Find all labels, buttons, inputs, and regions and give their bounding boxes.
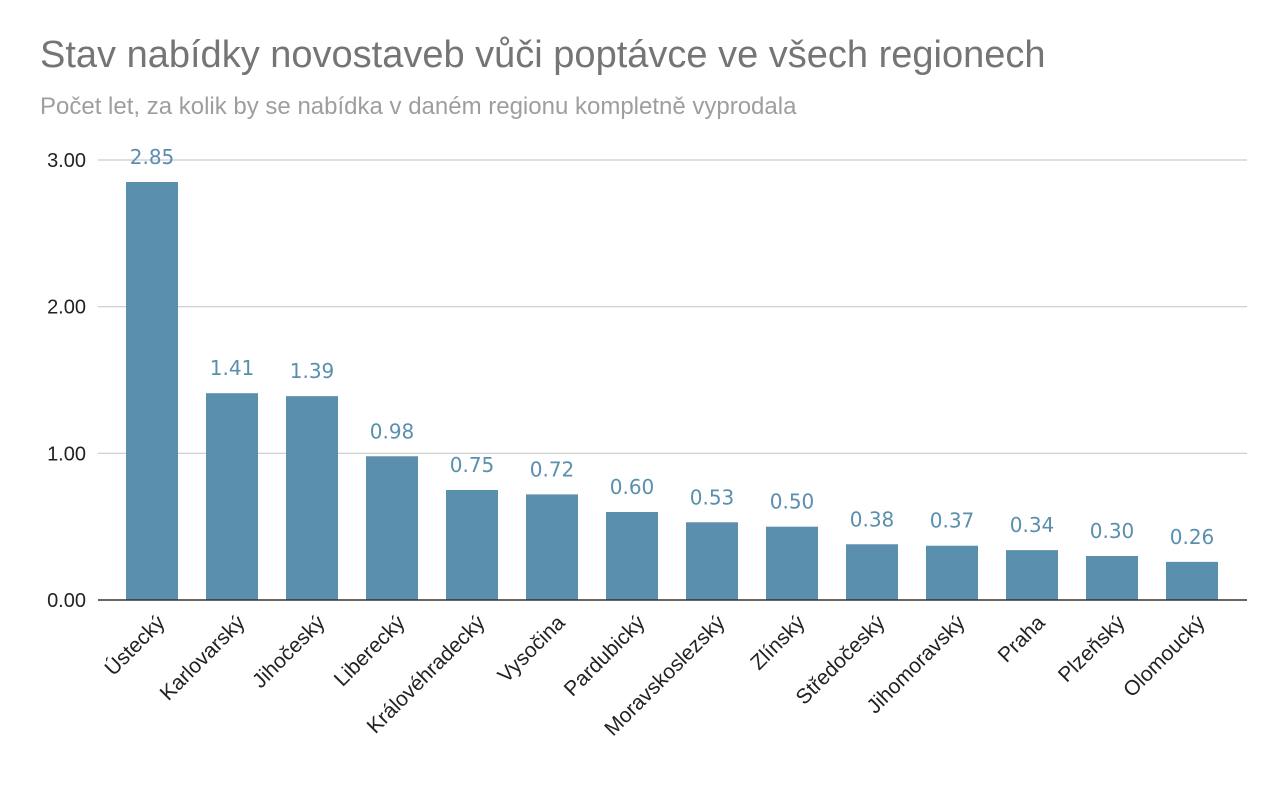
data-label: 1.39: [290, 359, 335, 383]
data-label: 0.60: [610, 475, 655, 499]
chart-subtitle: Počet let, za kolik by se nabídka v dané…: [40, 93, 797, 120]
data-label: 0.98: [370, 419, 415, 443]
bar-praha: [1006, 550, 1058, 600]
y-tick-label: 1.00: [47, 443, 86, 465]
y-tick-label: 0.00: [47, 590, 86, 612]
bar-středočeský: [846, 544, 898, 600]
bar-pardubický: [606, 512, 658, 600]
x-category-label: Vysočina: [494, 611, 570, 687]
data-label: 0.72: [530, 457, 575, 481]
data-label: 0.37: [930, 509, 975, 533]
bar-ústecký: [126, 182, 178, 600]
data-label: 0.50: [770, 490, 815, 514]
x-category-label: Zlínský: [746, 611, 810, 675]
x-category-label: Ústecký: [100, 611, 169, 680]
x-category-label: Praha: [994, 611, 1050, 667]
x-category-label: Karlovarský: [156, 611, 250, 705]
data-label: 1.41: [210, 356, 255, 380]
y-tick-label: 2.00: [47, 297, 86, 319]
bar-olomoucký: [1166, 561, 1218, 600]
data-label: 0.34: [1010, 513, 1055, 537]
bar-zlínský: [766, 526, 818, 600]
bar-moravskoslezský: [686, 522, 738, 600]
data-label: 0.53: [690, 485, 735, 509]
bar-jihočeský: [286, 396, 338, 600]
x-category-label: Jihočeský: [248, 611, 330, 693]
data-label: 0.30: [1090, 519, 1135, 543]
bar-jihomoravský: [926, 545, 978, 600]
data-label: 0.75: [450, 453, 495, 477]
y-tick-label: 3.00: [47, 150, 86, 172]
data-label: 0.26: [1170, 525, 1215, 549]
chart-title: Stav nabídky novostaveb vůči poptávce ve…: [40, 34, 1046, 76]
bar-karlovarský: [206, 393, 258, 600]
bar-plzeňský: [1086, 556, 1138, 600]
bar-vysočina: [526, 494, 578, 600]
x-category-label: Liberecký: [330, 611, 410, 691]
bar-liberecký: [366, 456, 418, 600]
data-label: 0.38: [850, 507, 895, 531]
bar-královéhradecký: [446, 490, 498, 600]
x-category-label: Olomoucký: [1119, 611, 1210, 702]
x-category-label: Plzeňský: [1054, 611, 1130, 687]
data-label: 2.85: [130, 145, 175, 169]
